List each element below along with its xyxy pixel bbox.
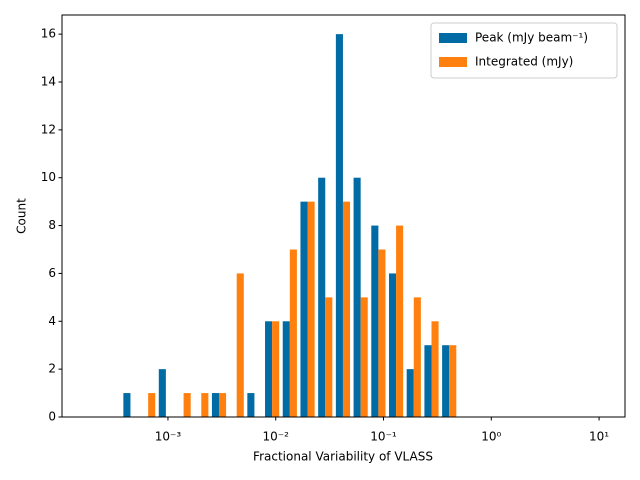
y-tick-label: 4: [48, 314, 56, 328]
bar: [211, 393, 219, 417]
legend-box: [430, 22, 618, 79]
y-tick-label: 14: [41, 75, 56, 89]
bar: [342, 201, 351, 417]
y-tick-label: 6: [48, 266, 56, 280]
bar: [307, 201, 315, 417]
bar: [218, 393, 227, 417]
bar: [183, 393, 191, 417]
bar: [431, 321, 439, 417]
bar: [389, 273, 397, 417]
bar: [325, 297, 333, 417]
bar: [318, 177, 326, 417]
y-tick-label: 16: [41, 27, 56, 41]
bar: [424, 345, 432, 417]
bar: [265, 321, 273, 417]
bar: [272, 321, 280, 417]
bar: [148, 393, 156, 417]
legend-swatch: [439, 57, 467, 67]
bar: [442, 345, 450, 417]
x-tick-label: 10⁻¹: [370, 430, 397, 444]
bar: [247, 393, 255, 417]
x-axis-label: Fractional Variability of VLASS: [253, 450, 433, 464]
bar: [289, 249, 297, 417]
bar: [371, 225, 379, 417]
x-tick-label: 10¹: [589, 430, 609, 444]
x-tick-label: 10⁰: [481, 430, 501, 444]
bar: [300, 201, 308, 417]
y-tick-label: 2: [48, 362, 56, 376]
y-tick-label: 10: [41, 170, 56, 184]
legend-label: Integrated (mJy): [475, 55, 573, 69]
bar: [236, 273, 244, 417]
bar: [406, 369, 414, 417]
x-tick-label: 10⁻²: [263, 430, 290, 444]
y-tick-label: 0: [48, 410, 56, 424]
bar: [449, 345, 457, 417]
legend-label: Peak (mJy beam⁻¹): [475, 31, 588, 45]
y-axis-label: Count: [15, 198, 29, 234]
legend-swatch: [439, 33, 467, 43]
bar: [201, 393, 209, 417]
bar: [396, 225, 404, 417]
bar: [335, 34, 343, 418]
bar: [378, 249, 386, 417]
bar: [353, 177, 361, 417]
bar: [413, 297, 421, 417]
bar: [123, 393, 131, 417]
bar: [282, 321, 290, 417]
plot-frame: [61, 14, 626, 418]
bar: [158, 369, 166, 417]
y-tick-label: 12: [41, 122, 56, 136]
bar: [360, 297, 368, 417]
x-tick-label: 10⁻³: [155, 430, 182, 444]
y-tick-label: 8: [48, 218, 56, 232]
